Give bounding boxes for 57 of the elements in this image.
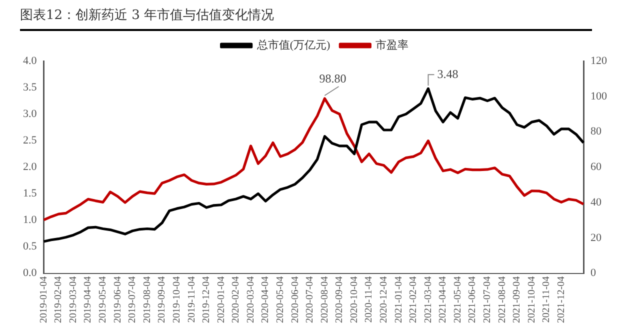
x-tick-label: 2019-01-04: [38, 276, 50, 324]
x-tick-label: 2020-03-04: [245, 276, 256, 324]
x-tick-label: 2021-08-04: [496, 276, 508, 324]
x-tick-label: 2020-07-04: [304, 276, 316, 324]
x-tick-label: 2021-03-04: [422, 276, 434, 324]
x-tick-label: 2020-12-04: [378, 276, 390, 324]
x-tick-label: 2021-02-04: [408, 276, 420, 324]
x-tick-label: 2021-11-04: [541, 276, 552, 323]
y-tick-label: 0.5: [23, 240, 38, 253]
annotation: 98.80: [319, 72, 346, 86]
y-tick-label: 4.0: [23, 54, 38, 67]
x-tick-label: 2020-02-04: [230, 276, 242, 324]
chart-title: 图表12：创新药近 3 年市值与估值变化情况: [20, 4, 592, 31]
x-tick-label: 2019-04-04: [82, 276, 94, 324]
x-tick-label: 2021-06-04: [467, 276, 478, 324]
x-tick-label: 2021-04-04: [438, 276, 449, 324]
x-tick-label: 2020-04-04: [260, 276, 272, 324]
x-tick-label: 2021-01-04: [393, 276, 404, 324]
y2-tick-label: 120: [590, 54, 608, 67]
y2-tick-label: 20: [590, 232, 602, 244]
x-tick-label: 2019-11-04: [186, 276, 198, 323]
y2-tick-label: 100: [590, 90, 608, 102]
y2-tick-label: 0: [590, 267, 596, 280]
x-tick-label: 2019-05-04: [98, 276, 109, 324]
y2-tick-label: 80: [590, 126, 602, 138]
x-tick-label: 2019-06-04: [112, 276, 124, 324]
x-tick-label: 2019-08-04: [142, 276, 153, 324]
x-tick-label: 2021-05-04: [452, 276, 464, 324]
legend-label: 市盈率: [376, 38, 409, 52]
x-tick-label: 2019-10-04: [171, 276, 182, 324]
y2-tick-label: 60: [590, 161, 602, 174]
x-tick-label: 2019-02-04: [53, 276, 64, 324]
x-tick-label: 2020-05-04: [274, 276, 286, 324]
x-tick-label: 2020-11-04: [364, 276, 375, 323]
x-tick-label: 2020-06-04: [290, 276, 301, 324]
annotation: 3.48: [437, 66, 458, 81]
x-tick-label: 2020-10-04: [348, 276, 360, 324]
x-tick-label: 2019-07-04: [127, 276, 138, 324]
x-tick-label: 2019-12-04: [201, 276, 212, 324]
y-tick-label: 1.0: [23, 214, 38, 226]
x-tick-label: 2019-09-04: [156, 276, 168, 324]
y2-tick-label: 40: [590, 196, 602, 208]
y-tick-label: 3.0: [23, 108, 38, 120]
y-tick-label: 2.0: [23, 161, 38, 174]
x-tick-label: 2020-01-04: [216, 276, 227, 324]
x-tick-label: 2021-07-04: [482, 276, 494, 324]
x-tick-label: 2020-08-04: [319, 276, 330, 324]
y-tick-label: 1.5: [23, 188, 38, 200]
y-tick-label: 0.0: [23, 267, 38, 280]
x-tick-label: 2019-03-04: [68, 276, 79, 324]
legend-label: 总市值(万亿元): [256, 38, 330, 52]
x-tick-label: 2021-09-04: [512, 276, 523, 324]
x-tick-label: 2020-09-04: [334, 276, 346, 324]
x-tick-label: 2021-10-04: [526, 276, 538, 324]
y-tick-label: 2.5: [23, 134, 38, 147]
x-tick-label: 2021-12-04: [556, 276, 567, 324]
y-tick-label: 3.5: [23, 81, 38, 94]
